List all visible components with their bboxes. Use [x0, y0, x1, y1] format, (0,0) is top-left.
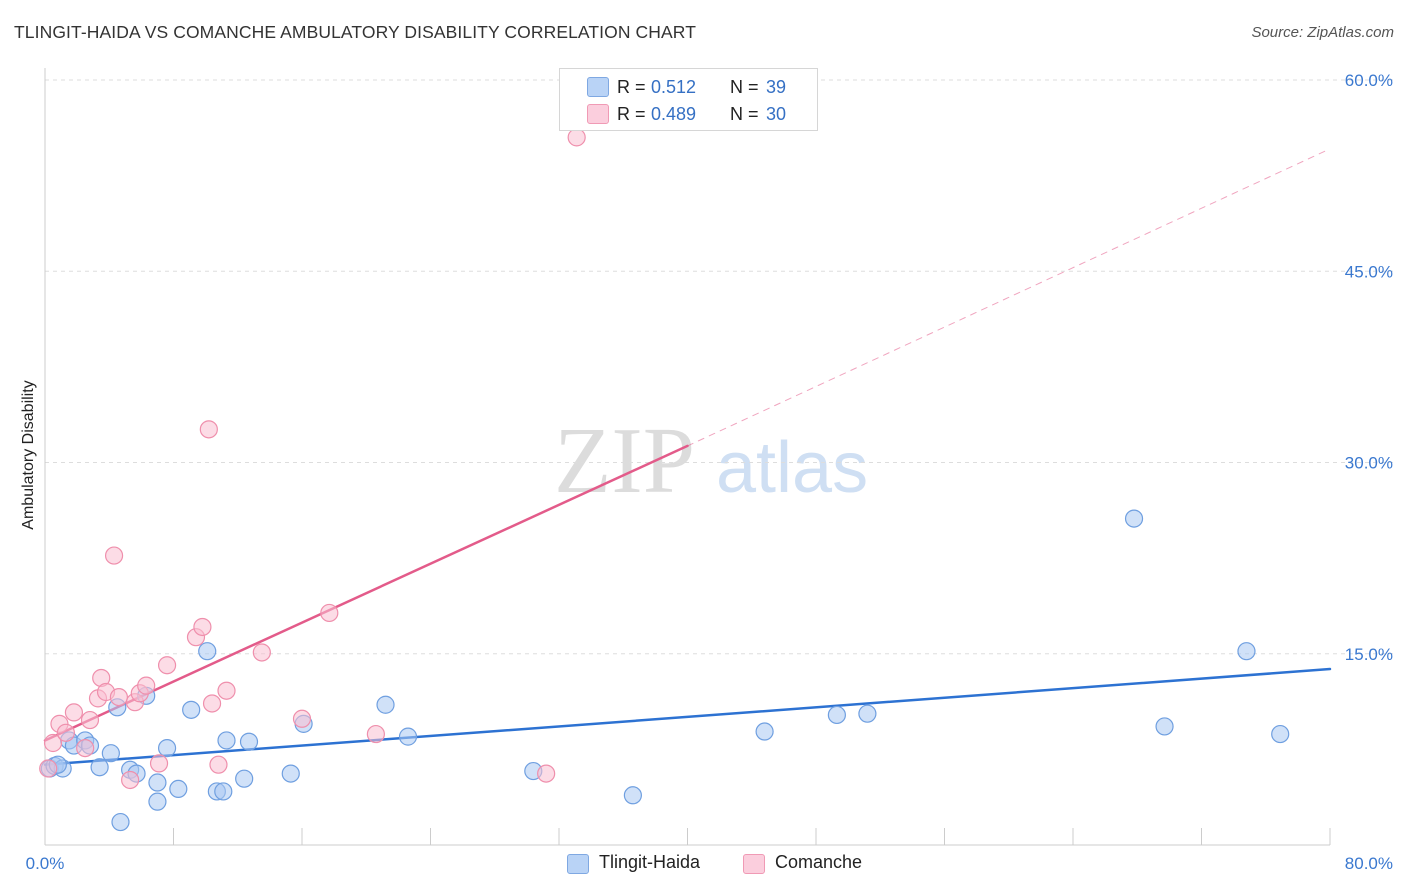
tlingit-point [1155, 717, 1174, 736]
tlingit-point [755, 722, 774, 741]
comanche-point [320, 603, 339, 623]
comanche-point [109, 687, 128, 707]
comanche-point [137, 676, 156, 695]
comanche-trendline-projection [687, 148, 1331, 447]
tlingit-point [148, 792, 167, 811]
tlingit-point [858, 704, 877, 723]
comanche-point [217, 681, 236, 700]
legend-r-value: 0.512 [651, 76, 697, 97]
tlingit-point [101, 744, 120, 763]
axes [44, 68, 1331, 846]
tlingit-point [214, 782, 233, 801]
y-tick-label: 30.0% [1345, 454, 1393, 473]
tlingit-point [111, 812, 130, 832]
y-tick-label: 15.0% [1345, 645, 1393, 664]
legend-n-value: 39 [766, 76, 787, 97]
tlingit-point [827, 705, 846, 725]
bottom-legend-label: Tlingit-Haida [599, 852, 701, 872]
tlingit-point [182, 700, 201, 719]
bottom-legend-swatch-comanche [743, 854, 765, 874]
tlingit-point [239, 732, 259, 751]
tlingit-point [157, 738, 177, 758]
comanche-point [149, 754, 169, 773]
tlingit-point [169, 779, 188, 799]
comanche-point [193, 617, 212, 637]
tlingit-point [1271, 724, 1290, 744]
source-label: Source: ZipAtlas.com [1251, 24, 1394, 41]
tlingit-point [1237, 642, 1256, 661]
bottom-legend-label: Comanche [775, 852, 863, 872]
tlingit-point [398, 727, 418, 746]
comanche-point [202, 694, 222, 713]
legend-n-label: N = [730, 76, 759, 97]
comanche-point [209, 755, 228, 774]
legend-r-value: 0.489 [651, 103, 697, 124]
comanche-point [80, 710, 100, 730]
legend-n-label: N = [730, 103, 759, 124]
correlation-legend: R = 0.512 N = 39 R = 0.489 N = 30 [559, 68, 818, 131]
legend-swatch-tlingit [587, 77, 609, 97]
tlingit-point [235, 769, 254, 788]
comanche-point [292, 709, 312, 728]
x-tick-label: 0.0% [26, 854, 65, 873]
tlingit-trendline [43, 667, 1332, 766]
y-tick-label: 45.0% [1345, 262, 1393, 281]
grid [45, 79, 1393, 655]
tick-labels: 15.0% 30.0% 45.0% 60.0% 0.0% 80.0% [26, 71, 1393, 873]
comanche-point [366, 724, 385, 744]
comanche-point [199, 420, 218, 439]
tlingit-point [217, 731, 236, 750]
comanche-point [121, 770, 140, 790]
y-tick-label: 60.0% [1345, 71, 1393, 90]
comanche-point [39, 759, 58, 778]
x-tick-label: 80.0% [1345, 854, 1393, 873]
legend-swatch-comanche [587, 104, 609, 124]
comanche-point [64, 703, 84, 722]
tlingit-point [198, 642, 217, 661]
bottom-legend-swatch-tlingit [567, 854, 589, 874]
chart-title: TLINGIT-HAIDA VS COMANCHE AMBULATORY DIS… [14, 22, 697, 42]
comanche-point [537, 764, 556, 783]
tlingit-point [1124, 509, 1144, 528]
tlingit-point [623, 786, 642, 805]
comanche-point [157, 656, 177, 675]
comanche-point [252, 643, 271, 662]
comanche-point [43, 733, 63, 753]
comanche-point [567, 128, 586, 147]
legend-r-label: R = [617, 103, 646, 124]
comanche-point [104, 546, 124, 565]
tlingit-point [148, 773, 167, 792]
comanche-point [56, 723, 75, 742]
tlingit-point [376, 695, 395, 714]
legend-n-value: 30 [766, 103, 787, 124]
legend-r-label: R = [617, 76, 646, 97]
watermark: ZIP atlas [554, 409, 868, 513]
comanche-point [76, 738, 95, 758]
data-points [39, 128, 1290, 832]
tlingit-point [281, 764, 300, 783]
watermark-atlas: atlas [716, 428, 868, 508]
tlingit-point [90, 758, 109, 777]
